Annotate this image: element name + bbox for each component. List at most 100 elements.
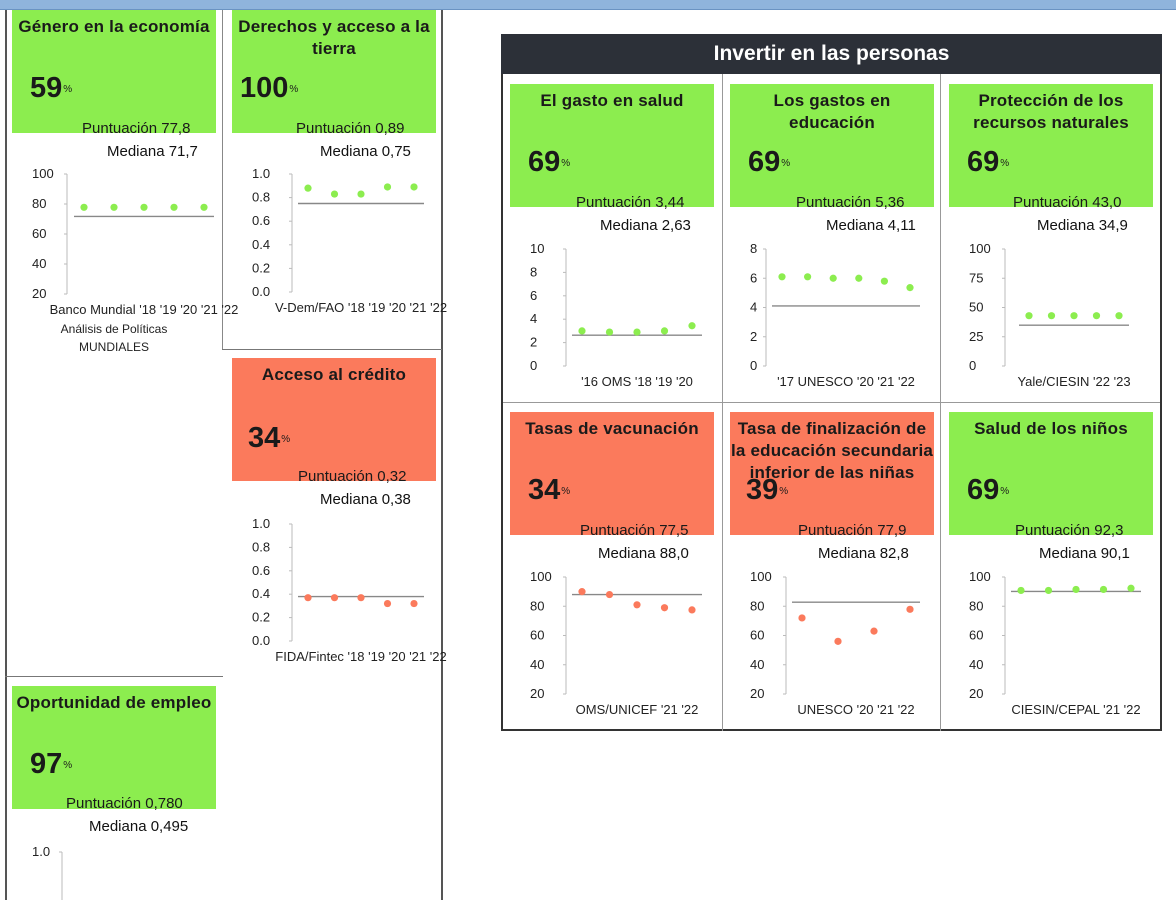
credito-median: Mediana 0,38 — [320, 491, 411, 508]
recursos-chart: 100 75 50 25 0 Yale/CIESIN '22 '23 — [969, 241, 1131, 389]
secundaria-y-tick: 40 — [750, 657, 764, 672]
salud-y-tick: 6 — [530, 288, 537, 303]
recursos-y-tick: 0 — [969, 358, 976, 373]
vacunacion-header: Tasas de vacunación 34% Puntuación 77,5 — [510, 412, 714, 539]
empleo-percent: 97% — [30, 748, 72, 780]
educacion-y-tick: 6 — [750, 270, 757, 285]
salud-point — [578, 327, 586, 335]
salud-point — [605, 328, 614, 336]
vacunacion-point — [605, 590, 614, 599]
ninos-point — [1127, 584, 1135, 592]
middle-divider — [441, 10, 443, 900]
credito-y-tick: 0.0 — [252, 633, 270, 648]
recursos-point — [1047, 312, 1056, 320]
ninos-point — [1072, 585, 1080, 594]
tierra-point — [330, 190, 339, 198]
recursos-point — [1115, 312, 1123, 320]
genero-percent-value: 59 — [30, 72, 63, 104]
salud-y-tick: 4 — [530, 311, 537, 326]
credito-title: Acceso al crédito — [261, 365, 407, 384]
genero-y-tick: 100 — [32, 166, 54, 181]
genero-x-labels: Banco Mundial '18 '19 '20 '21 '22 — [50, 302, 239, 317]
credito-point — [330, 594, 339, 602]
educacion-point — [906, 284, 914, 292]
secundaria-percent-value: 39 — [746, 474, 779, 506]
tierra-score: Puntuación 0,89 — [296, 120, 405, 137]
ninos-chart: 100 80 60 40 20 CIESIN/CEPAL '21 '22 — [969, 569, 1141, 717]
recursos-y-tick: 100 — [969, 241, 991, 256]
recursos-y-tick: 50 — [969, 300, 983, 315]
genero-point — [80, 203, 88, 211]
genero-y-tick: 20 — [32, 286, 46, 301]
ninos-x-labels: CIESIN/CEPAL '21 '22 — [1011, 702, 1140, 717]
credito-percent-value: 34 — [248, 422, 281, 454]
tierra-point — [357, 190, 365, 198]
empleo-title: Oportunidad de empleo — [16, 693, 212, 712]
salud-median: Mediana 2,63 — [600, 217, 691, 234]
tierra-y-tick: 0.2 — [252, 260, 270, 275]
educacion-y-tick: 0 — [750, 358, 757, 373]
salud-point — [660, 327, 669, 335]
ninos-point — [1017, 586, 1025, 595]
ninos-median: Mediana 90,1 — [1039, 545, 1130, 562]
salud-header: El gasto en salud 69% Puntuación 3,44 — [510, 84, 714, 211]
vacunacion-y-tick: 80 — [530, 598, 544, 613]
genero-y-tick: 60 — [32, 226, 46, 241]
ninos-y-tick: 80 — [969, 598, 983, 613]
credito-header: Acceso al crédito 34% Puntuación 0,32 — [232, 358, 436, 485]
secundaria-header: Tasa de finalización de la educación sec… — [730, 412, 934, 539]
recursos-title: Protección de los recursos naturales — [973, 91, 1129, 132]
genero-title: Género en la economía — [18, 17, 210, 36]
tierra-y-tick: 0.6 — [252, 213, 270, 228]
empleo-chart: 1.0 — [32, 844, 63, 900]
genero-percent-symbol: % — [63, 84, 73, 95]
educacion-x-labels: '17 UNESCO '20 '21 '22 — [777, 374, 915, 389]
vacunacion-point — [688, 606, 696, 614]
salud-percent-value: 69 — [528, 146, 561, 178]
recursos-point — [1070, 312, 1078, 320]
vacunacion-point — [660, 604, 669, 612]
secundaria-score: Puntuación 77,9 — [798, 522, 907, 539]
vacunacion-percent: 34% — [528, 474, 570, 506]
empleo-score: Puntuación 0,780 — [66, 795, 183, 812]
tierra-percent: 100% — [240, 72, 298, 104]
salud-point — [633, 328, 641, 336]
educacion-header: Los gastos en educación 69% Puntuación 5,3… — [730, 84, 934, 211]
credito-y-tick: 0.2 — [252, 610, 270, 625]
row-divider-1 — [222, 349, 442, 350]
credito-chart: 1.0 0.8 0.6 0.4 0.2 0.0 FIDA/Fintec '18 '19 '2… — [252, 516, 447, 664]
empleo-median: Mediana 0,495 — [89, 818, 189, 835]
ninos-percent-symbol: % — [1000, 486, 1010, 497]
ninos-y-tick: 40 — [969, 657, 983, 672]
genero-source-line: MUNDIALES — [78, 340, 149, 354]
secundaria-y-tick: 20 — [750, 686, 764, 701]
credito-point — [383, 599, 392, 608]
panel-title: Invertir en las personas — [501, 34, 1162, 74]
genero-point — [110, 203, 118, 211]
credito-y-tick: 1.0 — [252, 516, 270, 531]
window-top-bar — [0, 0, 1176, 10]
tierra-median: Mediana 0,75 — [320, 143, 411, 160]
secundaria-point — [798, 614, 806, 622]
salud-point — [688, 322, 696, 330]
ninos-title: Salud de los niños — [974, 419, 1128, 438]
educacion-percent-value: 69 — [748, 146, 781, 178]
genero-y-tick: 80 — [32, 196, 46, 211]
vacunacion-percent-value: 34 — [528, 474, 561, 506]
secundaria-percent-symbol: % — [779, 486, 789, 497]
educacion-point — [829, 274, 837, 282]
vacunacion-x-labels: OMS/UNICEF '21 '22 — [576, 702, 699, 717]
recursos-point — [1025, 312, 1033, 320]
credito-x-labels: FIDA/Fintec '18 '19 '20 '21 '22 — [275, 649, 446, 664]
genero-score: Puntuación 77,8 — [82, 120, 191, 137]
genero-header: Género en la economía 59% Puntuación 77,8 — [12, 10, 216, 137]
credito-point — [357, 594, 365, 602]
educacion-percent-symbol: % — [781, 158, 791, 169]
ninos-header: Salud de los niños 69% Puntuación 92,3 — [949, 412, 1153, 539]
salud-y-tick: 0 — [530, 358, 537, 373]
secundaria-point — [906, 605, 914, 613]
educacion-point — [880, 277, 888, 285]
ninos-percent-value: 69 — [967, 474, 1000, 506]
vacunacion-score: Puntuación 77,5 — [580, 522, 689, 539]
secundaria-y-tick: 60 — [750, 628, 764, 643]
